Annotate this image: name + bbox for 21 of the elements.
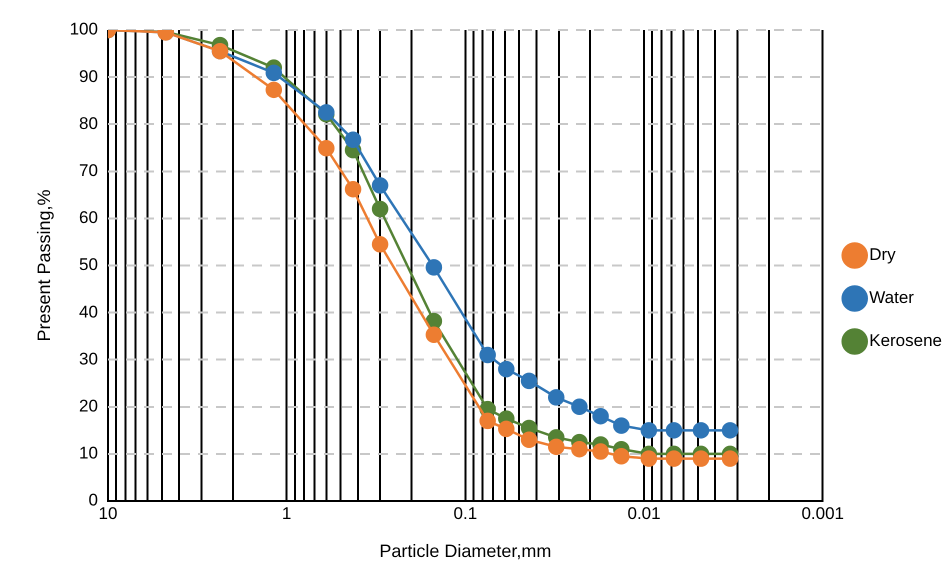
x-tick-label: 0.001 bbox=[801, 504, 844, 523]
y-tick-label: 100 bbox=[70, 20, 98, 39]
y-tick-label: 0 bbox=[88, 490, 98, 510]
y-tick-label: 40 bbox=[79, 302, 98, 322]
y-tick-label: 10 bbox=[79, 444, 98, 463]
y-tick-label: 20 bbox=[79, 396, 98, 416]
legend-label: Kerosene bbox=[869, 331, 942, 350]
x-tick-label: 1 bbox=[282, 504, 292, 523]
legend-label: Dry bbox=[869, 245, 896, 264]
y-axis-title: Present Passing,% bbox=[34, 189, 54, 342]
x-axis-title: Particle Diameter,mm bbox=[379, 541, 552, 562]
y-tick-label: 30 bbox=[79, 349, 98, 368]
x-tick-label: 0.1 bbox=[454, 504, 478, 523]
y-tick-label: 50 bbox=[79, 255, 98, 274]
y-tick-label: 90 bbox=[79, 66, 98, 86]
y-tick-label: 70 bbox=[79, 160, 98, 180]
y-tick-label: 80 bbox=[79, 114, 98, 133]
y-tick-label: 60 bbox=[79, 208, 98, 228]
x-tick-label: 0.01 bbox=[627, 504, 661, 523]
legend-label: Water bbox=[869, 288, 914, 308]
x-tick-label: 10 bbox=[98, 504, 118, 523]
